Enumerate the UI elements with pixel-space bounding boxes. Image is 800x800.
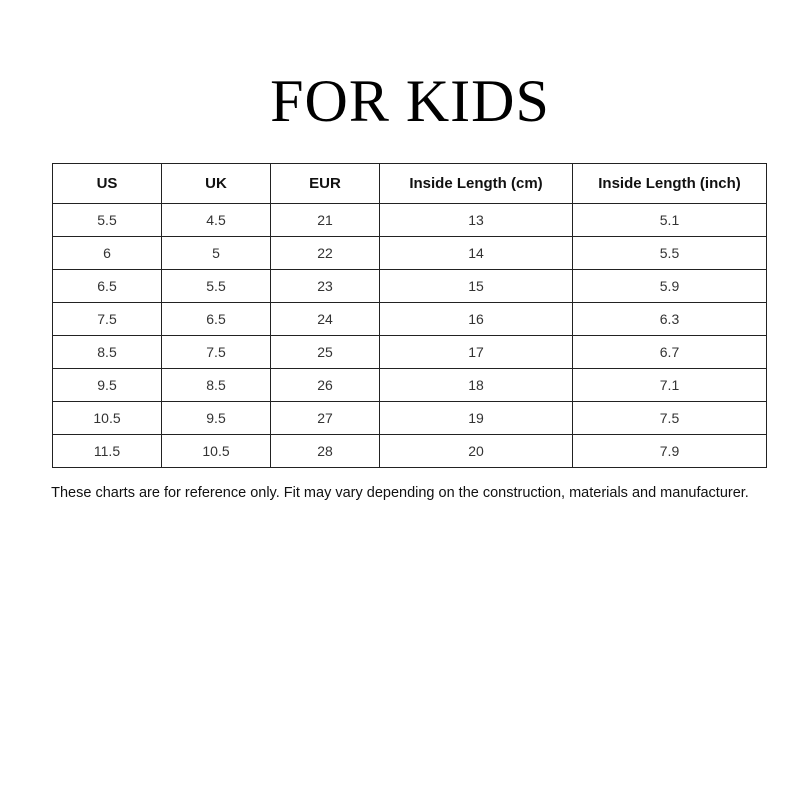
table-cell: 27 (270, 401, 380, 435)
table-row: 6.5 5.5 23 15 5.9 (52, 269, 767, 303)
table-cell: 17 (379, 335, 573, 369)
table-cell: 14 (379, 236, 573, 270)
table-cell: 5.5 (161, 269, 271, 303)
table-cell: 13 (379, 203, 573, 237)
table-cell: 15 (379, 269, 573, 303)
table-cell: 19 (379, 401, 573, 435)
table-cell: 6.5 (161, 302, 271, 336)
table-cell: 7.5 (161, 335, 271, 369)
table-header-row: US UK EUR Inside Length (cm) Inside Length (… (52, 163, 767, 204)
table-cell: 8.5 (161, 368, 271, 402)
table-cell: 4.5 (161, 203, 271, 237)
table-row: 8.5 7.5 25 17 6.7 (52, 335, 767, 369)
table-cell: 6.5 (52, 269, 162, 303)
table-cell: 25 (270, 335, 380, 369)
table-cell: 7.1 (572, 368, 767, 402)
table-cell: 7.5 (52, 302, 162, 336)
table-cell: 5.5 (572, 236, 767, 270)
column-header: UK (161, 163, 271, 204)
table-row: 5.5 4.5 21 13 5.1 (52, 203, 767, 237)
table-cell: 24 (270, 302, 380, 336)
table-row: 6 5 22 14 5.5 (52, 236, 767, 270)
table-cell: 28 (270, 434, 380, 468)
table-cell: 18 (379, 368, 573, 402)
table-cell: 26 (270, 368, 380, 402)
table-cell: 6.3 (572, 302, 767, 336)
table-cell: 10.5 (161, 434, 271, 468)
column-header: Inside Length (cm) (379, 163, 573, 204)
table-cell: 7.9 (572, 434, 767, 468)
table-cell: 8.5 (52, 335, 162, 369)
table-cell: 6.7 (572, 335, 767, 369)
table-cell: 11.5 (52, 434, 162, 468)
table-cell: 9.5 (161, 401, 271, 435)
table-cell: 23 (270, 269, 380, 303)
table-cell: 21 (270, 203, 380, 237)
table-cell: 22 (270, 236, 380, 270)
table-cell: 9.5 (52, 368, 162, 402)
table-cell: 20 (379, 434, 573, 468)
column-header: EUR (270, 163, 380, 204)
table-cell: 5.1 (572, 203, 767, 237)
column-header: Inside Length (inch) (572, 163, 767, 204)
table-cell: 7.5 (572, 401, 767, 435)
table-cell: 5 (161, 236, 271, 270)
table-row: 7.5 6.5 24 16 6.3 (52, 302, 767, 336)
page-title: FOR KIDS (270, 68, 550, 134)
table-cell: 5.9 (572, 269, 767, 303)
table-row: 11.5 10.5 28 20 7.9 (52, 434, 767, 468)
table-cell: 10.5 (52, 401, 162, 435)
table-cell: 6 (52, 236, 162, 270)
table-cell: 5.5 (52, 203, 162, 237)
table-row: 9.5 8.5 26 18 7.1 (52, 368, 767, 402)
table-cell: 16 (379, 302, 573, 336)
column-header: US (52, 163, 162, 204)
table-row: 10.5 9.5 27 19 7.5 (52, 401, 767, 435)
size-chart-table: US UK EUR Inside Length (cm) Inside Length (… (52, 163, 767, 468)
disclaimer-note: These charts are for reference only. Fit… (51, 485, 749, 501)
